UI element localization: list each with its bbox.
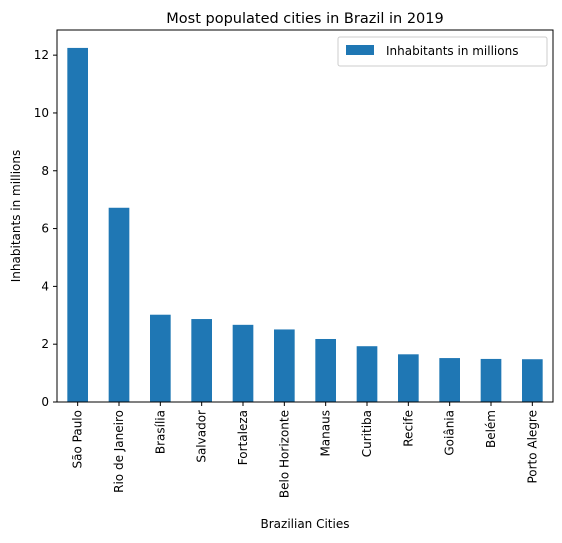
x-tick-label-belem: Belém [484, 410, 498, 448]
plot-frame [56, 29, 554, 403]
legend-label: Inhabitants in millions [386, 44, 518, 58]
x-tick-label-curitiba: Curitiba [360, 410, 374, 457]
bar-belem [480, 358, 502, 402]
x-tick-label-sao-paulo: São Paulo [71, 410, 85, 468]
bar-manaus [315, 338, 336, 402]
x-tick-label-goiania: Goiânia [443, 410, 457, 456]
x-tick-label-porto-alegre: Porto Alegre [525, 410, 539, 484]
x-axis-ticks: São Paulo Rio de Janeiro Brasília Salvador F… [71, 402, 539, 498]
x-tick-label-manaus: Manaus [319, 410, 333, 457]
bar-recife [398, 354, 419, 402]
bar-porto-alegre [522, 359, 543, 402]
chart-title: Most populated cities in Brazil in 2019 [166, 11, 443, 27]
bar-salvador [191, 319, 212, 402]
bar-belo-horizonte [274, 329, 295, 402]
x-tick-label-fortaleza: Fortaleza [236, 410, 250, 465]
y-tick-label: 12 [34, 48, 49, 62]
y-tick-label: 0 [41, 395, 49, 409]
bar-brasilia [150, 314, 171, 402]
y-axis-label: Inhabitants in millions [9, 150, 23, 282]
legend-box [337, 36, 548, 67]
bar-fortaleza [232, 324, 254, 402]
y-tick-label: 8 [41, 164, 49, 178]
x-tick-label-rio-de-janeiro: Rio de Janeiro [112, 410, 126, 493]
x-tick-label-salvador: Salvador [195, 410, 209, 463]
legend: Inhabitants in millions [337, 36, 548, 67]
x-tick-label-recife: Recife [401, 410, 415, 447]
bar-rio-de-janeiro [108, 207, 130, 402]
x-tick-label-belo-horizonte: Belo Horizonte [277, 410, 291, 498]
y-tick-label: 6 [41, 222, 49, 236]
bar-sao-paulo [67, 47, 88, 403]
x-tick-label-brasilia: Brasília [153, 410, 167, 454]
y-axis-ticks: 0 2 4 6 8 10 12 [34, 48, 57, 409]
bar-goiania [439, 358, 460, 402]
x-axis-label: Brazilian Cities [261, 517, 350, 531]
bars [67, 47, 543, 403]
legend-swatch [346, 45, 374, 55]
y-tick-label: 10 [34, 106, 49, 120]
y-tick-label: 4 [41, 279, 49, 293]
y-tick-label: 2 [41, 337, 49, 351]
bar-curitiba [356, 346, 378, 402]
